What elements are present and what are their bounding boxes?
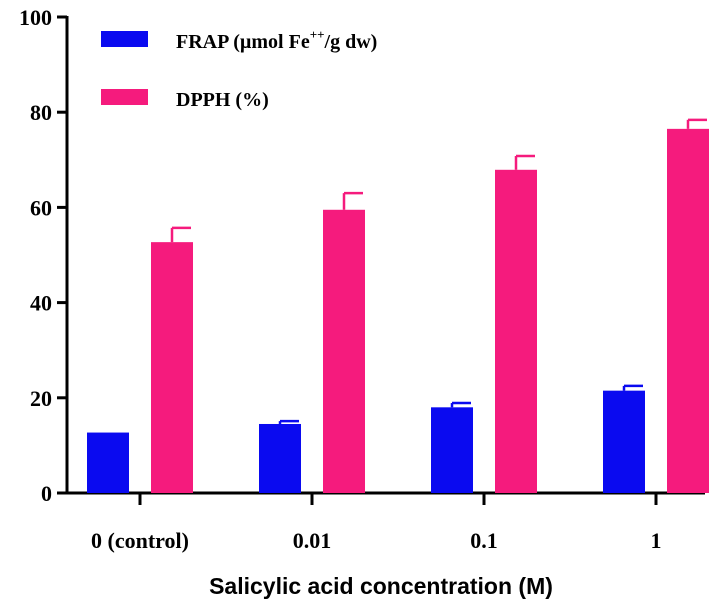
x-tick-label-2: 0.1	[470, 528, 498, 553]
legend: FRAP (µmol Fe++/g dw) DPPH (%)	[101, 27, 377, 111]
legend-swatch-frap	[101, 31, 148, 47]
legend-swatch-dpph	[101, 89, 148, 105]
bar-frap-2	[431, 407, 473, 493]
y-tick-label-80: 80	[30, 100, 52, 125]
bar-dpph-2	[495, 169, 537, 493]
bars	[87, 128, 709, 494]
y-tick-label-20: 20	[30, 386, 52, 411]
y-tick-label-60: 60	[30, 195, 52, 220]
bar-frap-0	[87, 432, 129, 493]
bar-dpph-1	[323, 209, 365, 493]
y-tick-label-100: 100	[19, 5, 52, 30]
error-bars	[170, 118, 707, 424]
x-axis-label: Salicylic acid concentration (M)	[209, 573, 553, 599]
legend-label-frap: FRAP (µmol Fe++/g dw)	[176, 27, 377, 53]
x-tick-label-1: 0.01	[293, 528, 332, 553]
x-tick-label-3: 1	[651, 528, 662, 553]
x-tick-label-0: 0 (control)	[91, 528, 189, 553]
y-tick-label-40: 40	[30, 291, 52, 316]
y-tick-label-0: 0	[41, 481, 52, 506]
bar-frap-3	[603, 390, 645, 493]
bar-dpph-3	[667, 128, 709, 494]
bar-frap-1	[259, 423, 301, 493]
bar-dpph-0	[151, 242, 193, 493]
legend-label-dpph: DPPH (%)	[176, 89, 269, 111]
